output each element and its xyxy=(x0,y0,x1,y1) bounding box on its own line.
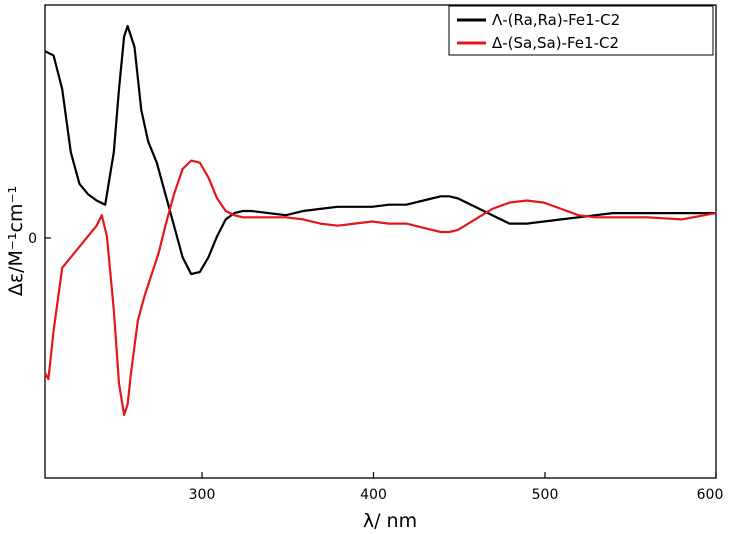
y-axis-label: Δε/M⁻¹cm⁻¹ xyxy=(5,186,27,296)
x-tick-label-500: 500 xyxy=(532,487,559,503)
x-tick-label-400: 400 xyxy=(360,487,387,503)
legend-box xyxy=(448,5,714,56)
series-line-black xyxy=(44,24,716,276)
x-tick-label-300: 300 xyxy=(189,487,216,503)
series-line-red xyxy=(44,159,717,416)
x-axis-label: λ/ nm xyxy=(363,510,417,532)
legend-label-black: Λ-(Ra,Ra)-Fe1-C2 xyxy=(492,11,620,29)
legend-label-red: Δ-(Sa,Sa)-Fe1-C2 xyxy=(492,34,619,52)
series-group xyxy=(44,24,717,416)
x-tick-label-600: 600 xyxy=(697,487,724,503)
y-tick-label-zero: 0 xyxy=(28,231,37,247)
legend: Λ-(Ra,Ra)-Fe1-C2 Δ-(Sa,Sa)-Fe1-C2 xyxy=(448,5,714,56)
plot-frame xyxy=(44,4,717,479)
